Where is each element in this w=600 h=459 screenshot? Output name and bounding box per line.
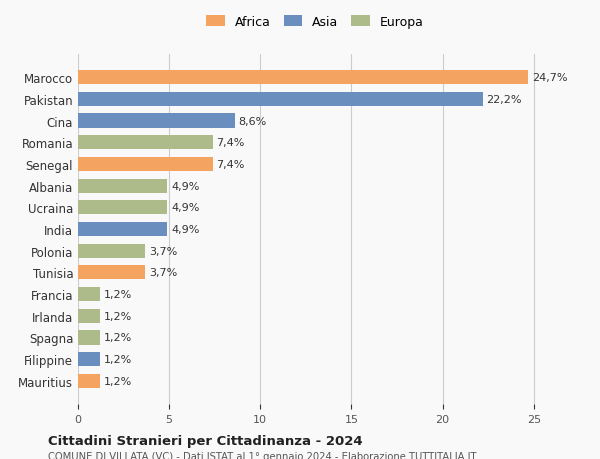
- Text: 24,7%: 24,7%: [532, 73, 568, 83]
- Text: 7,4%: 7,4%: [217, 160, 245, 169]
- Bar: [78, 330, 100, 345]
- Legend: Africa, Asia, Europa: Africa, Asia, Europa: [206, 16, 424, 29]
- Text: Cittadini Stranieri per Cittadinanza - 2024: Cittadini Stranieri per Cittadinanza - 2…: [48, 434, 362, 447]
- Text: 3,7%: 3,7%: [149, 246, 178, 256]
- Bar: [78, 201, 167, 215]
- Text: 3,7%: 3,7%: [149, 268, 178, 278]
- Bar: [78, 71, 529, 85]
- Text: 1,2%: 1,2%: [104, 333, 132, 343]
- Text: 4,9%: 4,9%: [171, 203, 199, 213]
- Bar: [78, 287, 100, 302]
- Text: COMUNE DI VILLATA (VC) - Dati ISTAT al 1° gennaio 2024 - Elaborazione TUTTITALIA: COMUNE DI VILLATA (VC) - Dati ISTAT al 1…: [48, 451, 476, 459]
- Text: 1,2%: 1,2%: [104, 311, 132, 321]
- Bar: [78, 309, 100, 323]
- Bar: [78, 179, 167, 193]
- Text: 7,4%: 7,4%: [217, 138, 245, 148]
- Bar: [78, 353, 100, 366]
- Text: 1,2%: 1,2%: [104, 354, 132, 364]
- Text: 8,6%: 8,6%: [238, 116, 266, 126]
- Text: 1,2%: 1,2%: [104, 290, 132, 299]
- Bar: [78, 93, 483, 106]
- Bar: [78, 223, 167, 236]
- Bar: [78, 157, 213, 172]
- Bar: [78, 244, 145, 258]
- Bar: [78, 114, 235, 129]
- Text: 4,9%: 4,9%: [171, 224, 199, 235]
- Text: 22,2%: 22,2%: [487, 95, 522, 105]
- Bar: [78, 266, 145, 280]
- Bar: [78, 374, 100, 388]
- Text: 1,2%: 1,2%: [104, 376, 132, 386]
- Text: 4,9%: 4,9%: [171, 181, 199, 191]
- Bar: [78, 136, 213, 150]
